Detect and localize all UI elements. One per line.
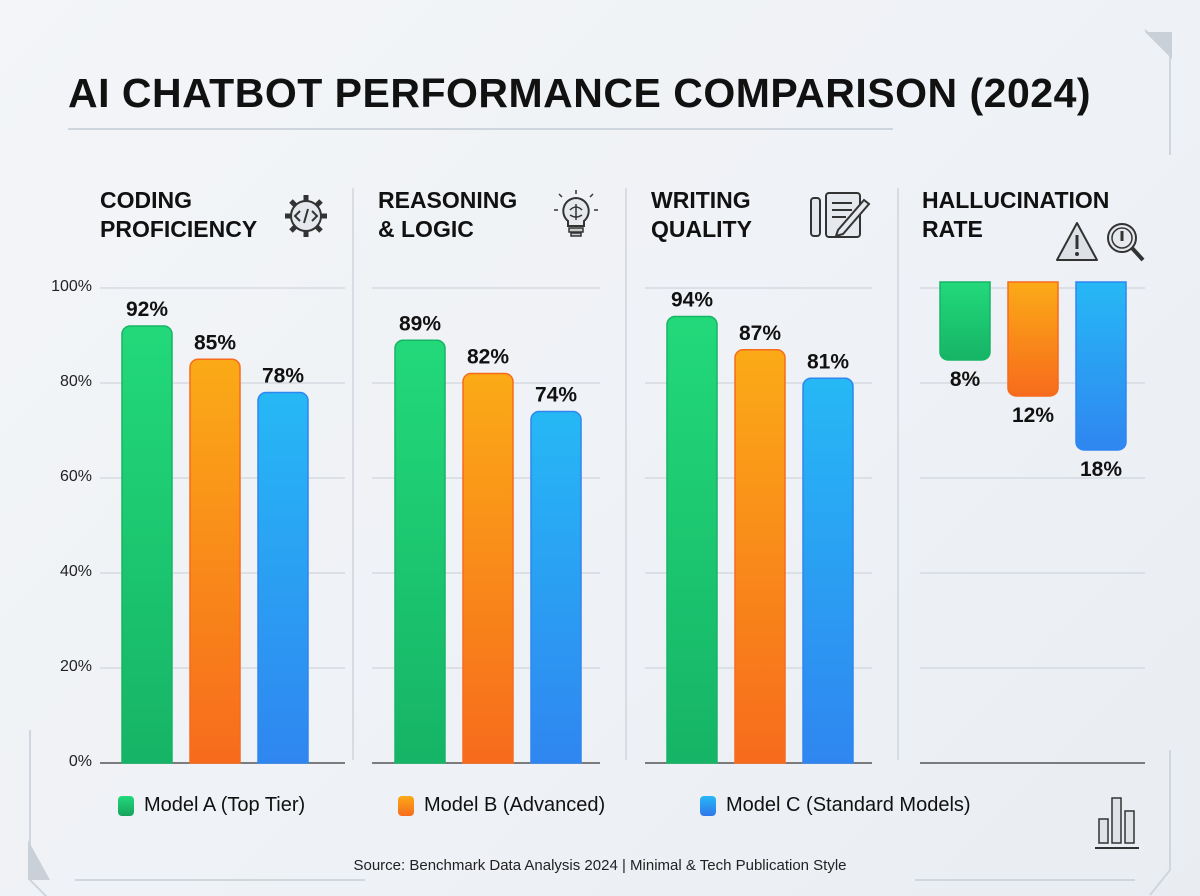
data-label: 89%	[399, 312, 441, 335]
legend-label: Model A (Top Tier)	[144, 794, 306, 816]
y-tick-label: 0%	[68, 753, 92, 770]
panel-title-writing: WRITING QUALITY	[651, 186, 752, 244]
legend-swatch	[700, 795, 716, 816]
data-label: 87%	[739, 322, 781, 345]
panel-title-line: PROFICIENCY	[100, 216, 258, 242]
data-label: 92%	[126, 298, 168, 321]
data-label: 12%	[1012, 404, 1054, 427]
data-label: 94%	[671, 289, 713, 312]
data-label: 81%	[807, 350, 849, 373]
brain-lightbulb-icon	[554, 190, 598, 237]
document-pen-icon	[810, 192, 871, 238]
panel-title-line: HALLUCINATION	[922, 187, 1110, 213]
bar	[462, 372, 514, 764]
legend-item-model-a: Model A (Top Tier)	[118, 794, 305, 817]
panel-title-hallucination: HALLUCINATION RATE	[922, 186, 1109, 244]
gear-code-icon	[285, 195, 327, 237]
bar	[666, 315, 718, 764]
legend-swatch	[118, 795, 134, 816]
panel-title-line: CODING	[100, 187, 192, 213]
title-divider	[68, 128, 893, 130]
bar	[1007, 281, 1059, 397]
panel-title-line: REASONING	[378, 187, 518, 213]
bar	[802, 377, 854, 764]
data-label: 8%	[950, 368, 981, 391]
bar	[939, 281, 991, 361]
panel-title-line: WRITING	[651, 187, 751, 213]
panel-title-line: RATE	[922, 216, 983, 242]
bar	[121, 325, 173, 764]
legend-label: Model C (Standard Models)	[726, 794, 971, 816]
data-label: 85%	[194, 331, 236, 354]
warning-magnifier-icon	[1056, 222, 1145, 262]
bar	[734, 349, 786, 764]
panel-title-line: QUALITY	[651, 216, 752, 242]
bar-chart-icon	[1095, 797, 1139, 849]
bar	[189, 358, 241, 764]
legend-label: Model B (Advanced)	[424, 794, 606, 816]
panel-title-reasoning: REASONING & LOGIC	[378, 186, 517, 244]
panel-title-coding: CODING PROFICIENCY	[100, 186, 257, 244]
source-note: Source: Benchmark Data Analysis 2024 | M…	[353, 857, 847, 874]
y-tick-label: 40%	[59, 563, 92, 580]
legend-item-model-c: Model C (Standard Models)	[700, 794, 971, 817]
bar	[394, 339, 446, 764]
legend-item-model-b: Model B (Advanced)	[398, 794, 605, 817]
data-label: 18%	[1080, 458, 1122, 481]
data-label: 82%	[467, 346, 509, 369]
legend-swatch	[398, 795, 414, 816]
chart-title: AI CHATBOT PERFORMANCE COMPARISON (2024)	[68, 70, 1092, 116]
y-tick-label: 80%	[59, 373, 92, 390]
data-label: 78%	[262, 365, 304, 388]
panel-title-line: & LOGIC	[378, 216, 474, 242]
bar	[1075, 281, 1127, 451]
bar	[257, 391, 309, 764]
data-label: 74%	[535, 384, 577, 407]
y-tick-label: 60%	[59, 468, 92, 485]
y-tick-label: 20%	[59, 658, 92, 675]
bar	[530, 410, 582, 764]
y-tick-label: 100%	[51, 278, 92, 295]
